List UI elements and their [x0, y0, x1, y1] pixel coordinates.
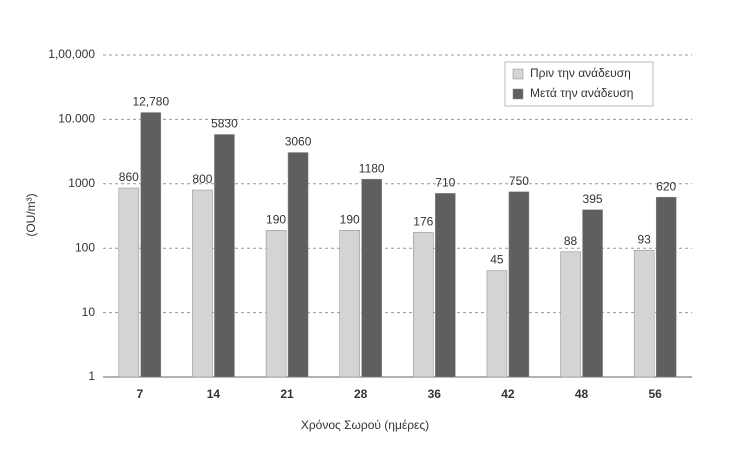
legend-swatch [512, 88, 524, 100]
y-axis-label: (OU/m³) [24, 193, 38, 236]
data-label: 750 [509, 174, 529, 188]
bar [192, 189, 213, 378]
data-label: 620 [656, 179, 676, 193]
data-label: 5830 [211, 117, 238, 131]
legend-label: Πριν την ανάδευση [530, 66, 631, 80]
bar [633, 249, 655, 378]
y-tick-label: 1 [88, 369, 95, 383]
bar [435, 193, 456, 378]
bar [560, 251, 581, 378]
x-tick-label: 42 [501, 387, 515, 401]
bar [118, 187, 140, 378]
bar [265, 229, 287, 378]
y-tick-label: 10.000 [58, 112, 95, 126]
y-tick-label: 1000 [68, 176, 95, 190]
data-label: 12,780 [132, 95, 169, 109]
data-label: 1180 [359, 161, 385, 175]
x-tick-label: 28 [354, 387, 368, 401]
y-tick-label: 100 [75, 240, 95, 254]
bar [413, 232, 434, 378]
x-tick-label: 14 [207, 387, 221, 401]
x-tick-label: 36 [428, 387, 442, 401]
bar [339, 229, 360, 378]
legend-swatch [512, 68, 524, 80]
legend-box [504, 61, 654, 107]
x-tick-label: 48 [575, 387, 589, 401]
x-axis-label: Χρόνος Σωρού (ημέρες) [301, 418, 429, 432]
bar [361, 178, 382, 378]
data-label: 395 [583, 192, 603, 206]
data-label: 800 [192, 172, 212, 186]
data-label: 176 [413, 215, 433, 229]
y-tick-label: 1,00,000 [48, 47, 95, 61]
data-label: 860 [119, 170, 139, 184]
x-tick-label: 21 [280, 387, 294, 401]
bar [287, 152, 309, 378]
bar [486, 270, 508, 378]
data-label: 93 [638, 232, 652, 246]
bar [582, 209, 603, 378]
legend-label: Μετά την ανάδευση [530, 86, 633, 100]
bar [140, 112, 162, 378]
data-label: 3060 [285, 135, 312, 149]
bar [214, 134, 235, 378]
data-label: 710 [435, 176, 455, 190]
x-tick-label: 7 [136, 387, 143, 401]
data-label: 190 [266, 212, 286, 226]
bar [655, 196, 677, 378]
data-label: 45 [490, 253, 504, 267]
y-tick-label: 10 [82, 305, 96, 319]
bar [508, 191, 530, 378]
data-label: 88 [564, 234, 578, 248]
data-label: 190 [340, 212, 360, 226]
x-tick-label: 56 [649, 387, 663, 401]
